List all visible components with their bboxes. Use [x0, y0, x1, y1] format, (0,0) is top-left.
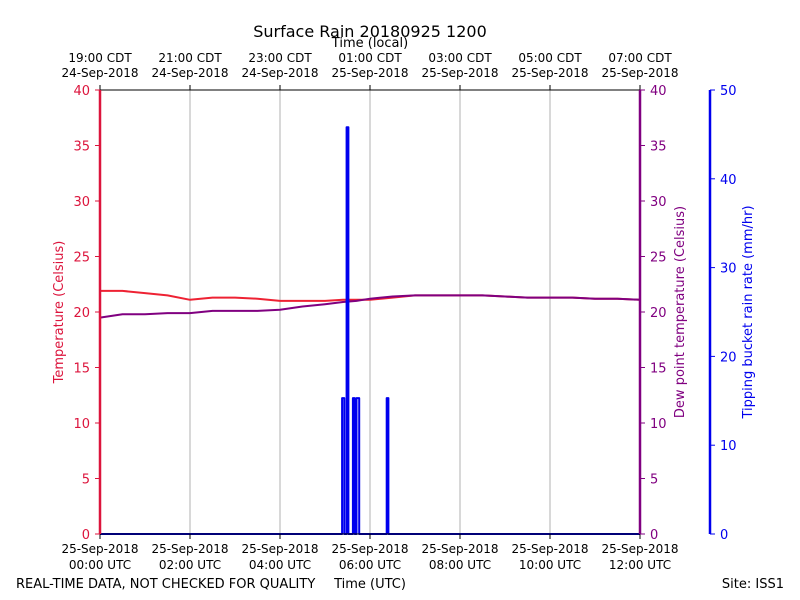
chart-title: Surface Rain 20180925 1200	[253, 22, 487, 41]
site-label: Site: ISS1	[722, 577, 784, 592]
series-tipping-bucket-rain-rate	[100, 126, 640, 535]
top-tick-label-time: 21:00 CDT	[158, 51, 222, 65]
top-tick-label-time: 19:00 CDT	[68, 51, 132, 65]
y-left-tick-label: 0	[82, 528, 90, 543]
y-right2-tick-label: 0	[720, 528, 728, 543]
top-tick-label-time: 07:00 CDT	[608, 51, 672, 65]
y-right2-label: Tipping bucket rain rate (mm/hr)	[741, 205, 756, 419]
x-tick-label-time: 00:00 UTC	[69, 558, 131, 572]
y-left-tick-label: 30	[73, 195, 90, 210]
top-axis-label: Time (local)	[331, 36, 408, 51]
y-left-label: Temperature (Celsius)	[52, 241, 67, 385]
x-tick-label-time: 02:00 UTC	[159, 558, 221, 572]
top-tick-label-date: 25-Sep-2018	[331, 66, 408, 80]
y-left-tick-label: 25	[73, 251, 90, 266]
tick-group: 25-Sep-2018 00:00 UTC 25-Sep-2018 02:00 UTC…	[61, 51, 736, 572]
x-tick-label-date: 25-Sep-2018	[511, 542, 588, 556]
y-right2-tick-label: 20	[720, 350, 737, 365]
x-tick-label-date: 25-Sep-2018	[151, 542, 228, 556]
y-right1-tick-label: 5	[650, 473, 658, 488]
y-right1-tick-label: 20	[650, 306, 667, 321]
top-tick-label-date: 24-Sep-2018	[151, 66, 228, 80]
y-left-tick-label: 5	[82, 473, 90, 488]
top-tick-label-time: 05:00 CDT	[518, 51, 582, 65]
top-tick-label-date: 24-Sep-2018	[61, 66, 138, 80]
x-tick-label-time: 08:00 UTC	[429, 558, 491, 572]
x-tick-label-date: 25-Sep-2018	[331, 542, 408, 556]
top-tick-label-time: 03:00 CDT	[428, 51, 492, 65]
y-left-tick-label: 15	[73, 362, 90, 377]
x-tick-label-time: 06:00 UTC	[339, 558, 401, 572]
x-tick-label-date: 25-Sep-2018	[241, 542, 318, 556]
x-tick-label-date: 25-Sep-2018	[61, 542, 138, 556]
top-tick-label-time: 01:00 CDT	[338, 51, 402, 65]
top-tick-label-date: 25-Sep-2018	[601, 66, 678, 80]
y-right1-tick-label: 0	[650, 528, 658, 543]
x-tick-label-time: 12:00 UTC	[609, 558, 671, 572]
y-left-tick-label: 20	[73, 306, 90, 321]
x-tick-label-time: 04:00 UTC	[249, 558, 311, 572]
y-right1-tick-label: 25	[650, 251, 667, 266]
y-right1-tick-label: 30	[650, 195, 667, 210]
y-right1-tick-label: 40	[650, 84, 667, 99]
y-right2-tick-label: 30	[720, 262, 737, 277]
y-right1-tick-label: 35	[650, 140, 667, 155]
y-right1-label: Dew point temperature (Celsius)	[673, 206, 688, 418]
top-tick-label-time: 23:00 CDT	[248, 51, 312, 65]
quality-note: REAL-TIME DATA, NOT CHECKED FOR QUALITY	[16, 577, 315, 592]
y-left-tick-label: 10	[73, 417, 90, 432]
top-tick-label-date: 24-Sep-2018	[241, 66, 318, 80]
y-left-tick-label: 40	[73, 84, 90, 99]
y-left-tick-label: 35	[73, 140, 90, 155]
y-right1-tick-label: 10	[650, 417, 667, 432]
series-group	[99, 126, 641, 535]
y-right1-tick-label: 15	[650, 362, 667, 377]
y-right2-tick-label: 40	[720, 173, 737, 188]
x-axis-label: Time (UTC)	[333, 577, 406, 592]
x-tick-label-time: 10:00 UTC	[519, 558, 581, 572]
series-dew-point-temperature	[99, 294, 641, 319]
grid-lines	[189, 90, 551, 534]
top-tick-label-date: 25-Sep-2018	[511, 66, 588, 80]
top-tick-label-date: 25-Sep-2018	[421, 66, 498, 80]
x-tick-label-date: 25-Sep-2018	[421, 542, 498, 556]
y-right2-tick-label: 50	[720, 84, 737, 99]
x-tick-label-date: 25-Sep-2018	[601, 542, 678, 556]
y-right2-tick-label: 10	[720, 439, 737, 454]
